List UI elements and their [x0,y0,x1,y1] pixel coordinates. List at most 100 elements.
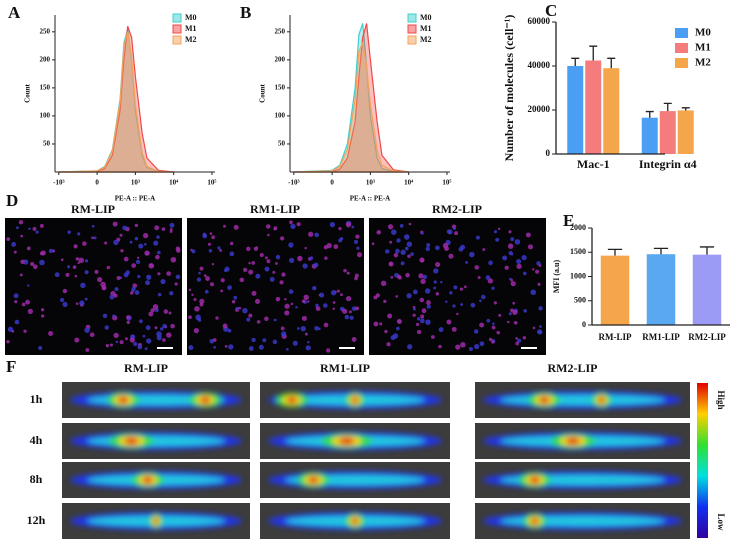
cell-dot [468,346,473,351]
bar [600,255,630,325]
cell-dot [288,289,294,294]
micrograph [187,218,364,355]
cell-dot [493,301,497,305]
cell-dot [407,254,411,259]
cell-dot [419,257,425,263]
cell-dot [479,299,482,303]
cell-dot [168,311,172,315]
image-title: RM-LIP [71,202,115,216]
cell-dot [209,232,213,235]
cell-dot [515,336,518,340]
cell-dot [122,225,127,231]
cell-dot [89,332,95,337]
cell-dot [231,299,236,304]
x-tick-label: Integrin α4 [639,157,697,171]
error-bar [653,247,669,255]
cell-dot [162,338,166,342]
x-tick-label: 0 [330,179,334,187]
cell-dot [120,249,124,253]
cell-dot [305,345,311,351]
cell-dot [154,326,158,330]
cell-dot [209,282,215,287]
cell-dot [376,230,382,235]
cell-dot [159,327,164,331]
cell-dot [481,294,486,300]
cell-dot [130,291,134,295]
colorbar-low: Low [716,513,726,531]
cell-dot [539,331,543,334]
cell-dot [213,345,216,349]
cell-dot [233,295,238,300]
cell-dot [351,225,355,229]
cell-dot [297,255,303,262]
cell-dot [251,337,256,343]
column-title: RM1-LIP [320,361,370,375]
cell-dot [106,265,111,270]
y-tick-label: 100 [40,112,51,120]
legend-swatch [675,28,688,38]
x-tick-label: -10³ [288,179,299,187]
cell-dot [435,262,441,268]
cell-dot [84,327,90,333]
cell-dot [205,276,210,281]
cell-dot [507,320,510,324]
cell-dot [426,304,431,309]
signal-overlay [268,432,442,450]
cell-dot [379,322,383,326]
cell-dot [355,306,360,311]
cell-dot [219,249,223,252]
cell-dot [452,227,457,231]
cell-dot [482,248,486,251]
cell-dot [220,278,225,283]
legend-label: M2 [420,35,432,44]
cell-dot [62,288,68,294]
cell-dot [223,224,226,228]
cell-dot [160,278,166,285]
cell-dot [264,266,270,272]
legend-label: M0 [695,27,711,39]
cell-dot [279,280,284,285]
cell-dot [426,300,431,305]
cell-dot [60,258,64,262]
cell-dot [393,252,399,258]
cell-dot [513,320,518,325]
cell-dot [248,313,253,318]
cell-dot [329,222,336,228]
cell-dot [351,336,357,342]
cell-dot [495,237,500,242]
cell-dot [451,326,457,332]
cell-dot [193,297,197,302]
cell-dot [224,344,228,348]
cell-dot [406,293,412,299]
cell-dot [146,274,152,280]
cell-dot [75,302,79,305]
cell-dot [537,282,541,286]
cell-dot [73,244,78,249]
cell-dot [48,330,54,336]
cell-dot [259,252,264,257]
cell-dot [153,240,159,246]
signal-overlay [483,432,682,450]
cell-dot [532,268,535,271]
cell-dot [538,306,543,311]
cell-dot [532,326,536,330]
cell-dot [383,299,387,303]
cell-dot [191,293,194,296]
cell-dot [288,257,295,263]
legend-swatch [172,13,182,23]
cell-dot [349,315,354,320]
cell-dot [477,276,481,280]
cell-dot [253,246,258,251]
cell-dot [74,337,80,343]
cell-dot [447,229,453,235]
cell-dot [188,345,194,351]
cell-dot [474,343,480,350]
y-tick-label: 50 [278,140,286,148]
colorbar-high: High [716,390,726,409]
cell-dot [416,317,421,321]
y-tick-label: 250 [40,27,51,35]
cell-dot [126,320,130,324]
cell-dot [175,274,181,280]
cell-dot [254,298,261,304]
cell-dot [112,221,118,227]
